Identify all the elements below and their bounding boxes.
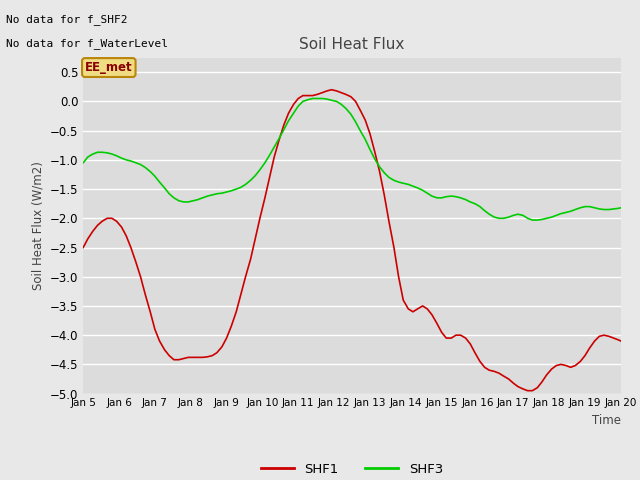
SHF3	[529, 217, 536, 223]
SHF3	[308, 96, 316, 101]
SHF3	[141, 165, 149, 170]
SHF1	[232, 309, 240, 315]
SHF1	[328, 87, 335, 93]
SHF1	[433, 321, 441, 326]
SHF1	[495, 370, 503, 376]
SHF1	[524, 388, 531, 394]
Line: SHF3: SHF3	[83, 98, 621, 220]
Text: No data for f_WaterLevel: No data for f_WaterLevel	[6, 38, 168, 49]
SHF1	[79, 245, 87, 251]
SHF3	[433, 195, 441, 201]
SHF1	[141, 291, 149, 297]
SHF3	[79, 160, 87, 166]
Text: No data for f_SHF2: No data for f_SHF2	[6, 14, 128, 25]
SHF3	[290, 110, 298, 116]
Text: EE_met: EE_met	[85, 61, 132, 74]
X-axis label: Time: Time	[592, 414, 621, 427]
Line: SHF1: SHF1	[83, 90, 621, 391]
SHF3	[232, 186, 240, 192]
Y-axis label: Soil Heat Flux (W/m2): Soil Heat Flux (W/m2)	[31, 161, 44, 290]
SHF1	[290, 101, 298, 107]
SHF1	[227, 324, 235, 329]
SHF3	[495, 216, 503, 221]
Legend: SHF1, SHF3: SHF1, SHF3	[256, 457, 448, 480]
SHF3	[617, 205, 625, 211]
Title: Soil Heat Flux: Soil Heat Flux	[300, 37, 404, 52]
SHF1	[617, 338, 625, 344]
SHF3	[227, 188, 235, 194]
